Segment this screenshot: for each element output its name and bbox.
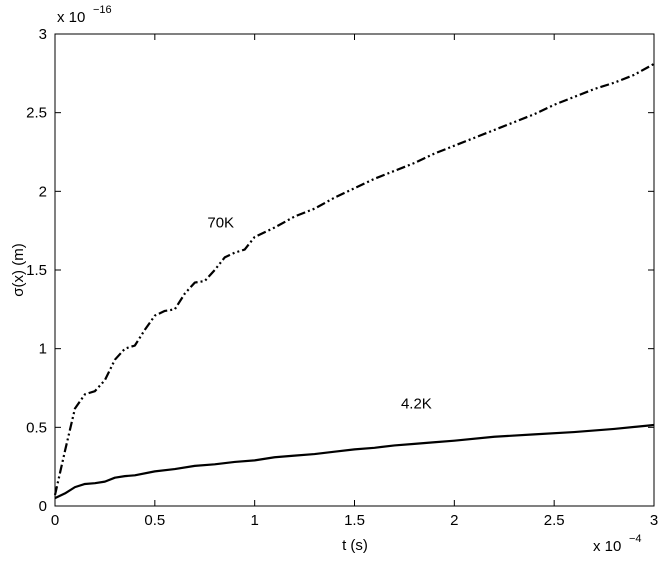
plot-area (54, 33, 655, 507)
y-tick-label-3: 1.5 (26, 262, 47, 279)
y-tick-label-1: 0.5 (26, 419, 47, 436)
y-tick-label-2: 1 (39, 341, 47, 358)
x-tick-label-6: 3 (650, 512, 658, 529)
x-tick-label-3: 1.5 (344, 512, 365, 529)
x-tick-label-5: 2.5 (544, 512, 565, 529)
series-line-4.2K (54, 423, 655, 500)
series-line-70K (53, 62, 655, 496)
y-axis-multiplier: x 10 −16 (57, 4, 112, 26)
x-tick-label-4: 2 (450, 512, 458, 529)
y-tick-label-0: 0 (39, 498, 47, 515)
x-multiplier-base: x 10 (593, 538, 621, 555)
x-multiplier-exponent: −4 (629, 533, 642, 545)
series-annotation-70K: 70K (207, 215, 234, 232)
series-annotation-4.2K: 4.2K (401, 395, 432, 412)
y-tick-label-5: 2.5 (26, 105, 47, 122)
y-tick-label-6: 3 (39, 26, 47, 43)
x-tick-label-0: 0 (51, 512, 59, 529)
x-tick-label-1: 0.5 (144, 512, 165, 529)
y-multiplier-base: x 10 (57, 9, 85, 26)
x-axis-multiplier: x 10 −4 (593, 533, 642, 555)
x-tick-label-2: 1 (250, 512, 258, 529)
x-axis-label: t (s) (342, 537, 368, 554)
y-multiplier-exponent: −16 (93, 4, 112, 16)
y-tick-label-4: 2 (39, 183, 47, 200)
y-axis-label: σ(x) (m) (10, 243, 27, 296)
